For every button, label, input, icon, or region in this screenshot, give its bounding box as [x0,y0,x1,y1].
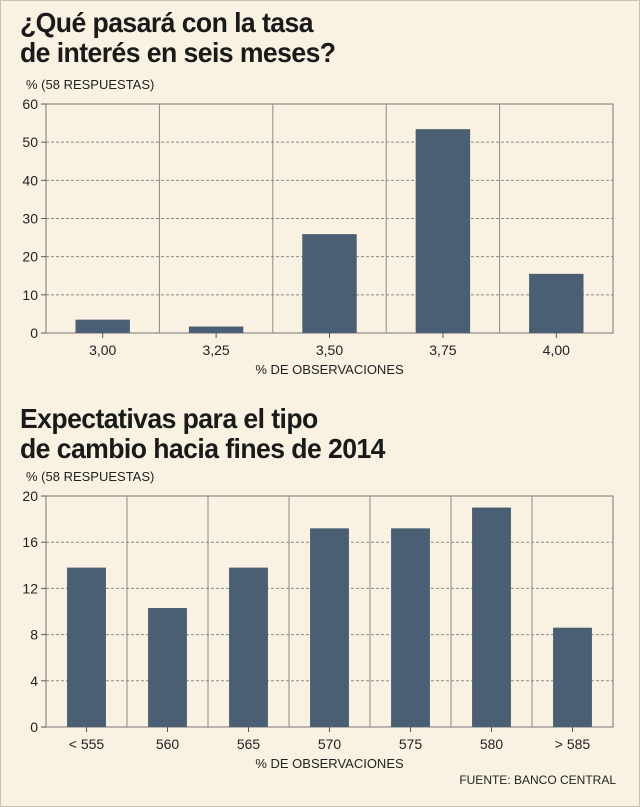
chart2-bar-7 [553,627,592,727]
chart2-bar-6 [472,507,511,727]
chart1-ytick-label: 60 [22,96,38,112]
chart2-ytick-label: 16 [22,534,38,550]
source-note: FUENTE: BANCO CENTRAL [459,773,616,787]
chart2-ytick-label: 4 [30,673,38,689]
chart2-ytick-label: 8 [30,627,38,643]
chart2-bar-5 [391,528,430,727]
chart1-xtick-label: 4,00 [543,342,570,358]
chart2-xtick-label: < 555 [69,736,105,752]
chart2-bar-1 [67,567,106,727]
chart1-bar-2 [188,326,244,333]
chart2-subtitle: % (58 RESPUESTAS) [26,469,155,484]
chart1-title-line2: de interés en seis meses? [20,37,336,68]
chart2-xtick-label: 575 [399,736,423,752]
chart2-bar-2 [148,608,187,727]
chart2-title-line2: de cambio hacia fines de 2014 [20,433,385,464]
chart1-ytick-label: 30 [22,211,38,227]
chart1-bar-5 [529,273,584,333]
chart1-bar-1 [75,319,130,333]
chart1-xtick-label: 3,75 [429,342,456,358]
chart1-xtick-label: 3,00 [89,342,116,358]
chart2-ytick-label: 0 [30,719,38,735]
chart2-xtick-label: 560 [156,736,180,752]
chart2-xtick-label: 570 [318,736,342,752]
chart2-title: Expectativas para el tipo de cambio haci… [20,404,385,464]
chart1-ytick-label: 50 [22,134,38,150]
chart1-ytick-label: 0 [30,325,38,341]
chart2-ytick-label: 12 [22,580,38,596]
chart2-xaxis-title: % DE OBSERVACIONES [255,756,404,771]
chart1-title: ¿Qué pasará con la tasa de interés en se… [20,7,336,68]
chart2-xtick-label: 580 [480,736,504,752]
chart2-title-line1: Expectativas para el tipo [20,403,318,434]
chart2-plot: 0 4 8 12 16 20 < 555 560 565 570 575 580 > 585 % DE O… [22,488,614,771]
chart1-ytick-label: 40 [22,172,38,188]
chart1-xtick-label: 3,25 [202,342,229,358]
chart1-subtitle: % (58 RESPUESTAS) [26,77,155,92]
chart1-ytick-label: 10 [22,287,38,303]
chart2-bar-3 [229,567,268,727]
chart1-bar-3 [302,234,357,333]
chart2-xtick-label: > 585 [555,736,591,752]
chart2-ytick-label: 20 [22,488,38,504]
chart1-plot: 0 10 20 30 40 50 60 3,00 3,25 3,50 3,75 4,00 % DE OB… [22,96,614,377]
chart2-xtick-label: 565 [237,736,261,752]
chart1-bar-4 [415,129,471,333]
chart1-ytick-label: 20 [22,249,38,265]
chart1-xaxis-title: % DE OBSERVACIONES [255,362,404,377]
chart2-bar-4 [310,528,349,727]
chart1-title-line1: ¿Qué pasará con la tasa [20,7,313,38]
chart1-xtick-label: 3,50 [316,342,343,358]
